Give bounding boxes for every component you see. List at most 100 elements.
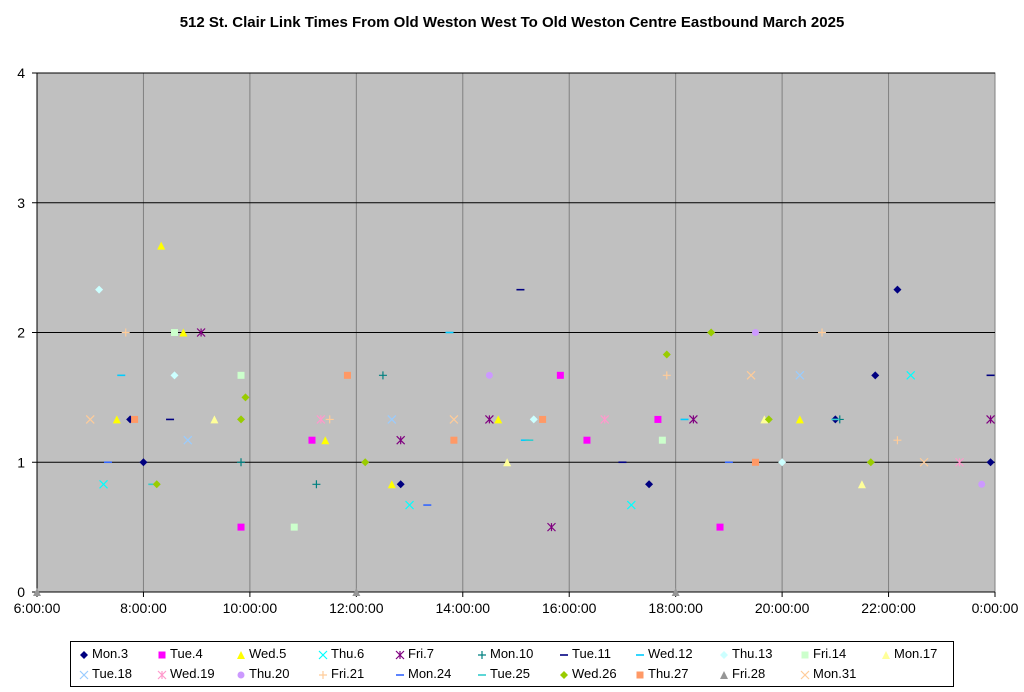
data-point — [626, 500, 636, 510]
data-point — [752, 458, 759, 466]
data-point — [795, 415, 804, 424]
legend-item: Thu.6 — [318, 646, 364, 661]
x-tick-label: 6:00:00 — [14, 600, 61, 616]
legend-item: Thu.20 — [236, 666, 289, 681]
data-point — [396, 480, 405, 489]
data-point — [387, 480, 396, 489]
data-point — [906, 370, 916, 380]
data-point — [387, 415, 397, 424]
data-point — [746, 370, 756, 380]
data-point — [85, 415, 95, 424]
data-point — [484, 415, 494, 424]
data-point — [170, 329, 178, 336]
legend-label: Wed.26 — [572, 666, 617, 681]
legend-marker — [318, 650, 328, 659]
legend-label: Fri.7 — [408, 646, 434, 661]
legend-item: Tue.25 — [477, 666, 530, 681]
data-point — [237, 415, 246, 424]
legend-item: Wed.12 — [635, 646, 693, 661]
legend-marker — [395, 650, 405, 659]
data-point — [33, 588, 41, 596]
data-point — [503, 458, 512, 467]
data-point — [658, 436, 666, 444]
data-point — [210, 415, 219, 424]
data-point — [405, 500, 414, 510]
legend-item: Tue.18 — [79, 666, 132, 681]
x-tick-label: 14:00:00 — [436, 600, 491, 616]
data-point — [716, 523, 724, 531]
data-point — [752, 329, 759, 336]
legend-label: Fri.21 — [331, 666, 365, 681]
legend-label: Mon.24 — [408, 666, 452, 681]
legend-item: Mon.31 — [800, 666, 856, 681]
chart-legend: Mon.3 Tue.4 Wed.5 Thu.6 Fri.7 Mon.10 Tue.11 Wed… — [70, 641, 954, 687]
data-point — [352, 588, 361, 596]
legend-item: Fri.7 — [395, 646, 434, 661]
data-point — [893, 285, 902, 294]
data-point — [237, 523, 245, 531]
data-point — [707, 328, 716, 337]
legend-label: Mon.10 — [490, 646, 534, 661]
data-point — [290, 523, 298, 531]
data-point — [795, 370, 805, 380]
legend-item: Wed.5 — [236, 646, 286, 661]
data-point — [955, 457, 964, 467]
legend-marker — [801, 651, 809, 659]
x-tick-label: 20:00:00 — [755, 600, 810, 616]
data-point — [396, 435, 406, 445]
data-point — [485, 371, 493, 379]
legend-label: Tue.4 — [170, 646, 203, 661]
legend-marker-icon — [560, 653, 568, 656]
legend-marker — [636, 671, 644, 679]
y-tick-label: 2 — [17, 325, 25, 341]
legend-item: Mon.10 — [477, 646, 533, 661]
x-tick-label: 22:00:00 — [861, 600, 916, 616]
data-point — [547, 522, 556, 532]
scatter-plot: 6:00:00 8:00:00 10:00:00 12:00:00 14:00:00 16… — [14, 65, 1019, 616]
data-point — [361, 458, 370, 467]
legend-marker-icon — [478, 673, 486, 676]
x-tick-label: 0:00:00 — [972, 600, 1019, 616]
data-point — [112, 415, 121, 424]
data-point — [583, 436, 591, 444]
data-point — [986, 415, 995, 424]
legend-marker — [720, 670, 728, 679]
legend-marker-icon — [801, 651, 809, 659]
legend-label: Mon.3 — [92, 646, 129, 661]
legend-item: Mon.3 — [79, 646, 128, 661]
data-point — [978, 480, 986, 488]
legend-marker-icon — [158, 651, 166, 659]
data-point — [539, 415, 547, 423]
legend-marker-icon — [560, 670, 568, 679]
legend-item: Wed.19 — [157, 666, 215, 681]
legend-label: Thu.13 — [732, 646, 773, 661]
legend-item: Tue.4 — [157, 646, 203, 661]
y-tick-label: 4 — [17, 65, 25, 81]
data-points — [33, 241, 995, 596]
legend-marker-icon — [319, 670, 327, 679]
legend-marker-icon — [157, 670, 167, 679]
legend-marker-icon — [636, 653, 644, 656]
legend-item: Fri.28 — [719, 666, 765, 681]
legend-marker-icon — [237, 650, 245, 659]
data-point — [662, 371, 671, 380]
x-tick-label: 8:00:00 — [120, 600, 167, 616]
legend-label: Wed.12 — [648, 646, 693, 661]
y-tick-label: 1 — [17, 454, 25, 470]
legend-label: Tue.18 — [92, 666, 132, 681]
data-point — [157, 241, 166, 250]
data-point — [764, 415, 773, 424]
data-point — [312, 480, 321, 489]
legend-marker — [80, 650, 88, 659]
legend-marker — [882, 650, 890, 659]
x-tick-label: 12:00:00 — [329, 600, 384, 616]
data-point — [866, 458, 875, 467]
data-point — [99, 479, 108, 489]
data-point — [170, 371, 179, 380]
data-point — [529, 415, 538, 424]
legend-item: Fri.14 — [800, 646, 846, 661]
data-point — [760, 415, 769, 424]
legend-marker-icon — [636, 671, 644, 679]
legend-marker-icon — [79, 670, 89, 679]
data-point — [494, 415, 503, 424]
